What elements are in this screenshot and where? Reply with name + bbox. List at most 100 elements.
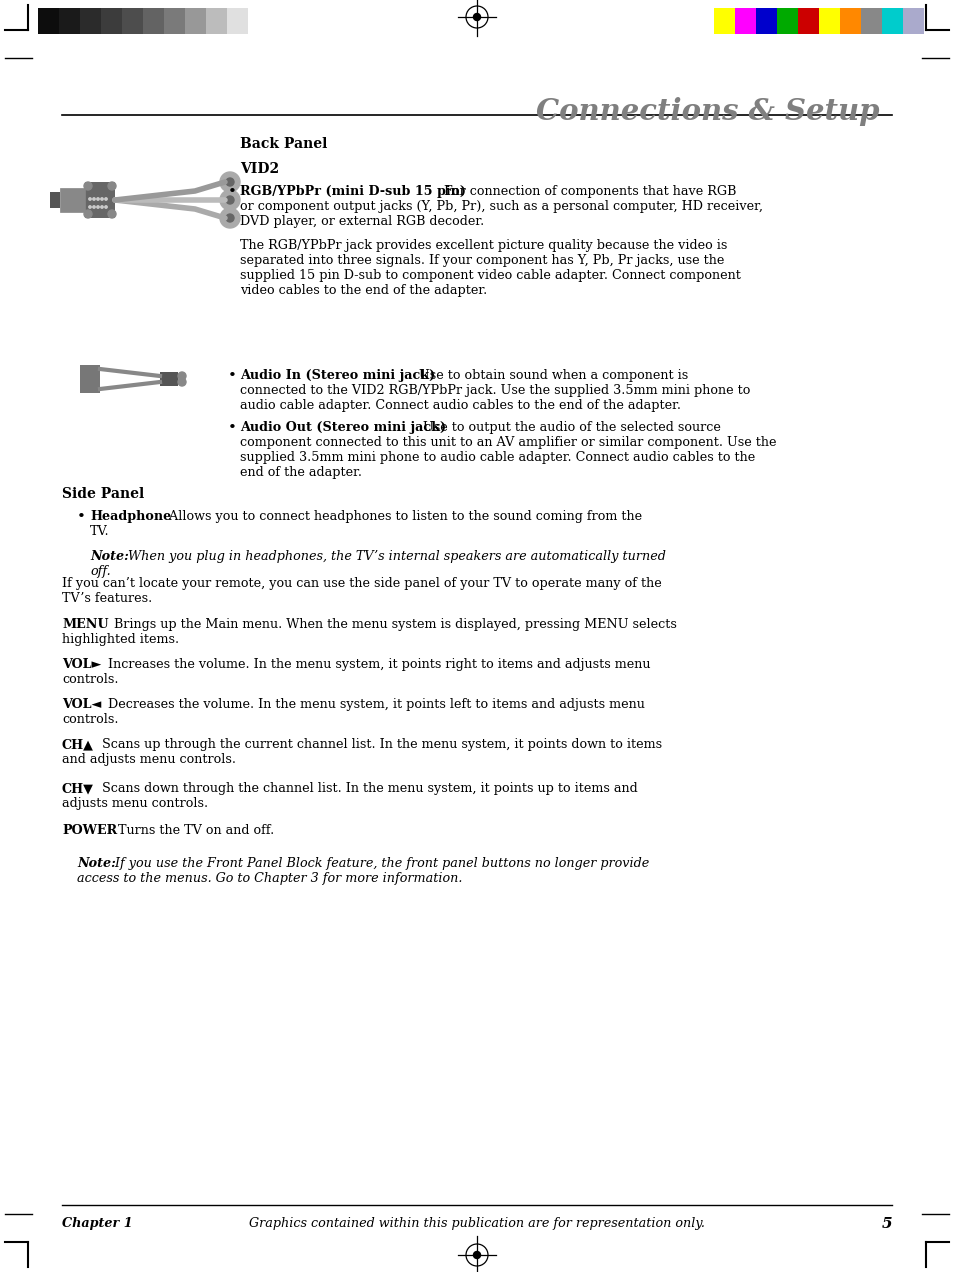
Text: Back Panel: Back Panel: [240, 137, 327, 151]
Text: Increases the volume. In the menu system, it points right to items and adjusts m: Increases the volume. In the menu system…: [100, 658, 650, 672]
Bar: [755, 8, 776, 34]
Circle shape: [101, 198, 103, 200]
Text: •: •: [228, 184, 236, 198]
Circle shape: [92, 206, 95, 209]
Text: Side Panel: Side Panel: [62, 487, 144, 501]
Text: Graphics contained within this publication are for representation only.: Graphics contained within this publicati…: [249, 1217, 704, 1230]
Text: •: •: [228, 369, 236, 383]
Text: and adjusts menu controls.: and adjusts menu controls.: [62, 753, 235, 766]
Circle shape: [220, 190, 240, 210]
Text: VOL◄: VOL◄: [62, 698, 101, 711]
Bar: [206, 8, 227, 34]
Text: •: •: [228, 421, 236, 435]
Text: 5: 5: [881, 1217, 891, 1231]
Text: TV.: TV.: [90, 525, 110, 538]
Text: •: •: [77, 510, 86, 524]
Text: Scans down through the channel list. In the menu system, it points up to items a: Scans down through the channel list. In …: [94, 782, 638, 795]
Text: or component output jacks (Y, Pb, Pr), such as a personal computer, HD receiver,: or component output jacks (Y, Pb, Pr), s…: [240, 200, 762, 212]
Bar: [60, 188, 85, 212]
Circle shape: [101, 206, 103, 209]
Bar: [734, 8, 755, 34]
Text: VID2: VID2: [240, 162, 279, 176]
Bar: [882, 8, 902, 34]
Circle shape: [108, 210, 116, 218]
Text: TV’s features.: TV’s features.: [62, 591, 152, 605]
Text: connected to the VID2 RGB/YPbPr jack. Use the supplied 3.5mm mini phone to: connected to the VID2 RGB/YPbPr jack. Us…: [240, 384, 750, 397]
Bar: [59, 8, 80, 34]
Circle shape: [96, 198, 99, 200]
Bar: [101, 8, 122, 34]
Text: Chapter 1: Chapter 1: [62, 1217, 132, 1230]
Text: POWER: POWER: [62, 824, 117, 837]
Text: VOL►: VOL►: [62, 658, 101, 672]
Circle shape: [178, 378, 186, 385]
Bar: [160, 371, 178, 380]
Text: supplied 15 pin D-sub to component video cable adapter. Connect component: supplied 15 pin D-sub to component video…: [240, 268, 740, 282]
Text: Brings up the Main menu. When the menu system is displayed, pressing MENU select: Brings up the Main menu. When the menu s…: [106, 618, 677, 631]
Circle shape: [84, 182, 91, 190]
Text: Turns the TV on and off.: Turns the TV on and off.: [110, 824, 274, 837]
Text: controls.: controls.: [62, 673, 118, 686]
Text: Note:: Note:: [90, 550, 129, 563]
Circle shape: [473, 1252, 480, 1258]
Text: If you can’t locate your remote, you can use the side panel of your TV to operat: If you can’t locate your remote, you can…: [62, 577, 661, 590]
Bar: [122, 8, 143, 34]
Circle shape: [84, 210, 91, 218]
Text: Use to obtain sound when a component is: Use to obtain sound when a component is: [411, 369, 687, 382]
Text: For connection of components that have RGB: For connection of components that have R…: [436, 184, 736, 198]
Bar: [164, 8, 185, 34]
Bar: [160, 378, 178, 385]
Text: end of the adapter.: end of the adapter.: [240, 466, 361, 480]
Text: controls.: controls.: [62, 714, 118, 726]
Bar: [50, 192, 60, 209]
Bar: [227, 8, 248, 34]
Text: component connected to this unit to an AV amplifier or similar component. Use th: component connected to this unit to an A…: [240, 436, 776, 449]
Text: audio cable adapter. Connect audio cables to the end of the adapter.: audio cable adapter. Connect audio cable…: [240, 399, 680, 412]
Text: access to the menus. Go to Chapter 3 for more information.: access to the menus. Go to Chapter 3 for…: [77, 873, 462, 885]
Bar: [861, 8, 882, 34]
Text: Headphone: Headphone: [90, 510, 172, 523]
Text: RGB/YPbPr (mini D-sub 15 pin): RGB/YPbPr (mini D-sub 15 pin): [240, 184, 465, 198]
Bar: [185, 8, 206, 34]
Circle shape: [89, 206, 91, 209]
Bar: [840, 8, 861, 34]
Bar: [80, 8, 101, 34]
Circle shape: [226, 214, 233, 223]
Text: separated into three signals. If your component has Y, Pb, Pr jacks, use the: separated into three signals. If your co…: [240, 254, 723, 267]
Text: Note:: Note:: [77, 857, 115, 870]
Text: When you plug in headphones, the TV’s internal speakers are automatically turned: When you plug in headphones, the TV’s in…: [124, 550, 665, 563]
Circle shape: [105, 198, 107, 200]
Circle shape: [473, 14, 480, 20]
Text: Scans up through the current channel list. In the menu system, it points down to: Scans up through the current channel lis…: [94, 738, 661, 750]
Text: If you use the Front Panel Block feature, the front panel buttons no longer prov: If you use the Front Panel Block feature…: [111, 857, 649, 870]
Text: off.: off.: [90, 565, 111, 577]
Circle shape: [226, 196, 233, 204]
Circle shape: [105, 206, 107, 209]
Text: supplied 3.5mm mini phone to audio cable adapter. Connect audio cables to the: supplied 3.5mm mini phone to audio cable…: [240, 452, 755, 464]
Circle shape: [92, 198, 95, 200]
Circle shape: [220, 172, 240, 192]
Text: video cables to the end of the adapter.: video cables to the end of the adapter.: [240, 284, 487, 296]
Circle shape: [226, 178, 233, 186]
Text: CH▲: CH▲: [62, 738, 93, 750]
Circle shape: [178, 371, 186, 380]
Text: highlighted items.: highlighted items.: [62, 633, 179, 646]
Text: Connections & Setup: Connections & Setup: [536, 97, 879, 126]
Text: CH▼: CH▼: [62, 782, 93, 795]
Circle shape: [108, 182, 116, 190]
Text: Audio Out (Stereo mini jack): Audio Out (Stereo mini jack): [240, 421, 446, 434]
Bar: [143, 8, 164, 34]
Text: The RGB/YPbPr jack provides excellent picture quality because the video is: The RGB/YPbPr jack provides excellent pi…: [240, 239, 726, 252]
Text: Audio In (Stereo mini jack): Audio In (Stereo mini jack): [240, 369, 435, 382]
Text: Allows you to connect headphones to listen to the sound coming from the: Allows you to connect headphones to list…: [161, 510, 641, 523]
Text: MENU: MENU: [62, 618, 109, 631]
Text: Decreases the volume. In the menu system, it points left to items and adjusts me: Decreases the volume. In the menu system…: [100, 698, 644, 711]
Circle shape: [89, 198, 91, 200]
Bar: [713, 8, 734, 34]
Bar: [797, 8, 818, 34]
Circle shape: [96, 206, 99, 209]
Bar: [38, 8, 59, 34]
Bar: [776, 8, 797, 34]
Bar: [80, 365, 100, 393]
Bar: [85, 182, 115, 218]
